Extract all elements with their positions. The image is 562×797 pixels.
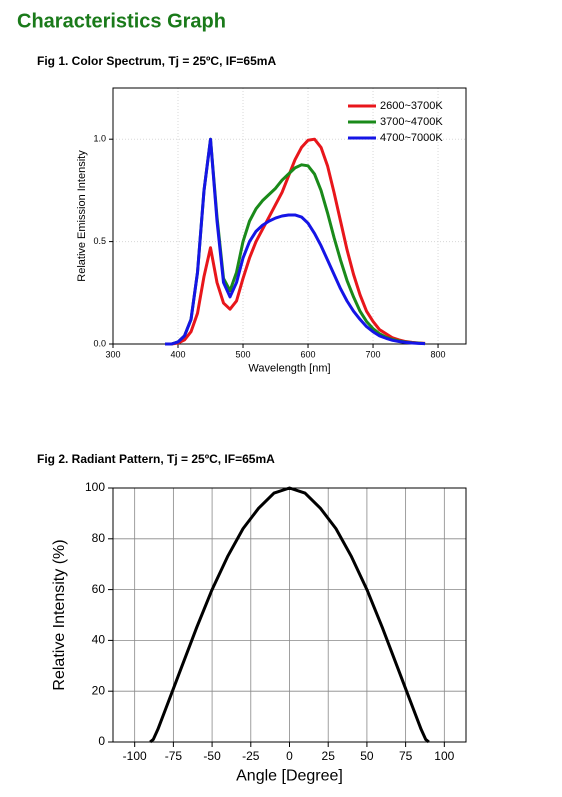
- y-tick-label: 20: [92, 683, 106, 697]
- x-tick-label: 100: [434, 749, 454, 763]
- x-tick-label: 700: [366, 350, 381, 360]
- x-tick-label: 500: [236, 350, 251, 360]
- y-tick-label: 1.0: [93, 134, 106, 144]
- legend-label: 4700~7000K: [380, 132, 443, 144]
- x-tick-label: -100: [123, 749, 147, 763]
- legend-label: 3700~4700K: [380, 116, 443, 128]
- legend-label: 2600~3700K: [380, 100, 443, 112]
- data-line: [165, 137, 426, 346]
- x-tick-label: 400: [170, 350, 185, 360]
- x-tick-label: 25: [322, 749, 336, 763]
- x-tick-label: 300: [105, 350, 120, 360]
- x-tick-label: 800: [431, 350, 446, 360]
- y-tick-label: 100: [85, 480, 105, 494]
- y-tick-label: 0.0: [93, 338, 106, 348]
- data-line: [149, 486, 430, 744]
- chart-title: Fig 1. Color Spectrum, Tj = 25ºC, IF=65m…: [37, 54, 276, 68]
- x-axis-label: Wavelength [nm]: [248, 362, 330, 374]
- x-axis-label: Angle [Degree]: [236, 768, 343, 785]
- data-line: [165, 137, 426, 346]
- chart-title: Fig 2. Radiant Pattern, Tj = 25ºC, IF=65…: [37, 452, 275, 466]
- x-tick-label: 600: [301, 350, 316, 360]
- x-tick-label: 50: [360, 749, 374, 763]
- y-axis-label: Relative Emission Intensity: [76, 150, 88, 282]
- plot-frame: [112, 87, 467, 345]
- x-tick-label: -75: [165, 749, 183, 763]
- y-tick-label: 80: [92, 531, 106, 545]
- y-tick-label: 0: [98, 734, 105, 748]
- y-axis-label: Relative Intensity (%): [51, 539, 68, 690]
- y-tick-label: 0.5: [93, 236, 106, 246]
- page-heading: Characteristics Graph: [17, 10, 226, 32]
- y-tick-label: 60: [92, 582, 106, 596]
- x-tick-label: 0: [286, 749, 293, 763]
- y-tick-label: 40: [92, 633, 106, 647]
- x-tick-label: 75: [399, 749, 413, 763]
- x-tick-label: -25: [242, 749, 260, 763]
- x-tick-label: -50: [203, 749, 221, 763]
